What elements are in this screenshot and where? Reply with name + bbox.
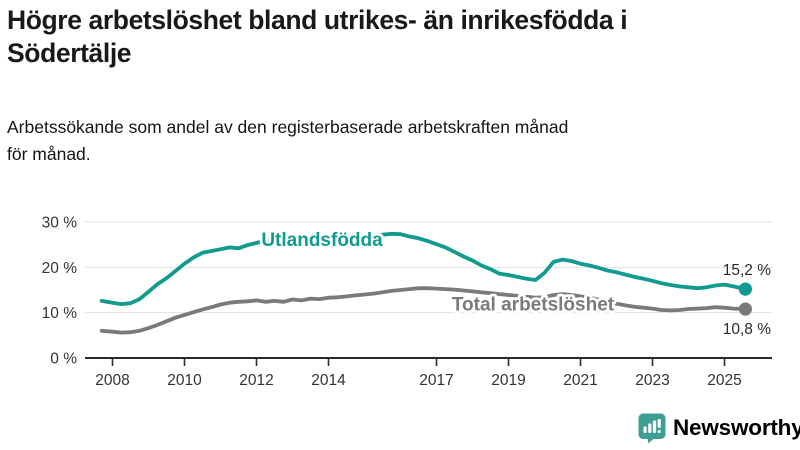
y-axis-tick-label: 20 % bbox=[42, 260, 78, 277]
series-end-dot-total-arbetsl-shet bbox=[738, 302, 752, 316]
series-line-utlandsf-dda bbox=[99, 231, 748, 306]
series-label-total-arbetsl-shet: Total arbetslöshet bbox=[452, 295, 615, 316]
series-end-dot-utlandsf-dda bbox=[738, 282, 752, 296]
x-axis-tick-label: 2008 bbox=[95, 372, 129, 389]
series-label-utlandsf-dda: Utlandsfödda bbox=[261, 230, 383, 251]
newsworthy-logo-icon bbox=[638, 413, 666, 443]
y-axis-tick-label: 0 % bbox=[50, 351, 77, 368]
x-axis-tick-label: 2023 bbox=[635, 372, 669, 389]
x-axis-tick-label: 2017 bbox=[419, 372, 453, 389]
series-line-total-arbetsl-shet bbox=[99, 286, 748, 335]
unemployment-line-chart: 0 % 10 % 20 % 30 % 2008 2010 2012 2014 2017 2019 2… bbox=[42, 215, 772, 389]
series-end-value-utlandsf-dda: 15,2 % bbox=[723, 262, 771, 279]
x-axis-tick-label: 2012 bbox=[239, 372, 273, 389]
y-axis-tick-label: 10 % bbox=[42, 305, 78, 322]
page-subtitle-line1: Arbetssökande som andel av den registerb… bbox=[7, 117, 569, 137]
page-subtitle: Arbetssökande som andel av den registerb… bbox=[7, 114, 793, 168]
brand-wordmark: Newsworthy bbox=[673, 415, 800, 440]
x-axis-tick-label: 2019 bbox=[491, 372, 525, 389]
series-end-value-total-arbetsl-shet: 10,8 % bbox=[723, 321, 771, 338]
page-title-line1: Högre arbetslöshet bland utrikes- än inr… bbox=[7, 5, 628, 35]
x-axis-tick-label: 2010 bbox=[167, 372, 202, 389]
x-axis-tick-label: 2014 bbox=[311, 372, 346, 389]
y-axis-tick-label: 30 % bbox=[42, 215, 78, 232]
x-axis-tick-label: 2025 bbox=[707, 372, 741, 389]
brand-footer: Newsworthy bbox=[638, 411, 800, 445]
page-title-line2: Södertälje bbox=[7, 37, 132, 68]
x-axis-tick-label: 2021 bbox=[563, 372, 597, 389]
page-title: Högre arbetslöshet bland utrikes- än inr… bbox=[7, 4, 793, 69]
page-subtitle-line2: för månad. bbox=[7, 144, 91, 165]
